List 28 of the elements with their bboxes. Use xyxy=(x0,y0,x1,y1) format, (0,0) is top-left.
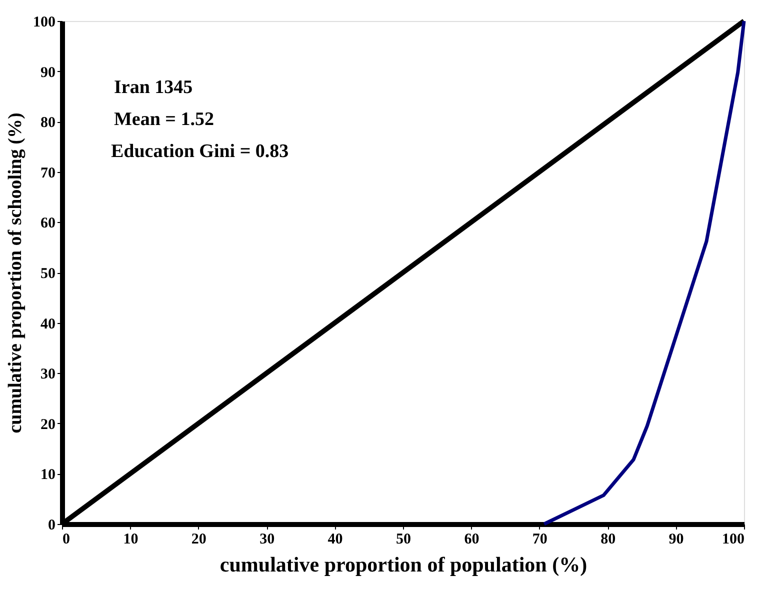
annotation: Iran 1345 xyxy=(114,77,193,98)
line-series xyxy=(542,19,746,526)
x-tick-label: 20 xyxy=(191,532,206,548)
y-tick-label: 20 xyxy=(40,416,56,433)
x-tick-label: 30 xyxy=(260,532,275,548)
y-tick-label: 40 xyxy=(40,316,56,332)
y-tick-label: 100 xyxy=(33,14,56,30)
annotation: Education Gini = 0.83 xyxy=(111,141,289,162)
x-axis-title: cumulative proportion of population (%) xyxy=(220,552,588,576)
x-tick-label: 60 xyxy=(464,532,480,548)
x-tick-label: 40 xyxy=(328,532,343,548)
x-tick-label: 70 xyxy=(532,532,548,548)
y-tick-label: 70 xyxy=(40,165,56,182)
x-tick-label: 90 xyxy=(668,532,684,548)
y-tick-label: 10 xyxy=(40,467,56,484)
x-tick-label: 50 xyxy=(396,532,411,548)
annotation: Mean = 1.52 xyxy=(114,109,214,130)
y-tick-label: 30 xyxy=(40,366,56,383)
y-tick-label: 90 xyxy=(40,64,56,81)
x-tick-label: 80 xyxy=(600,532,616,548)
y-tick-label: 80 xyxy=(40,115,56,132)
x-tick-label: 10 xyxy=(123,532,138,548)
x-tick-label: 0 xyxy=(62,532,70,548)
y-tick-label: 50 xyxy=(40,266,56,282)
y-axis-title: cumulative proportion of schooling (%) xyxy=(5,112,26,434)
x-tick-label: 100 xyxy=(722,532,744,548)
y-tick-label: 60 xyxy=(40,216,56,232)
y-tick-label: 0 xyxy=(48,518,56,534)
